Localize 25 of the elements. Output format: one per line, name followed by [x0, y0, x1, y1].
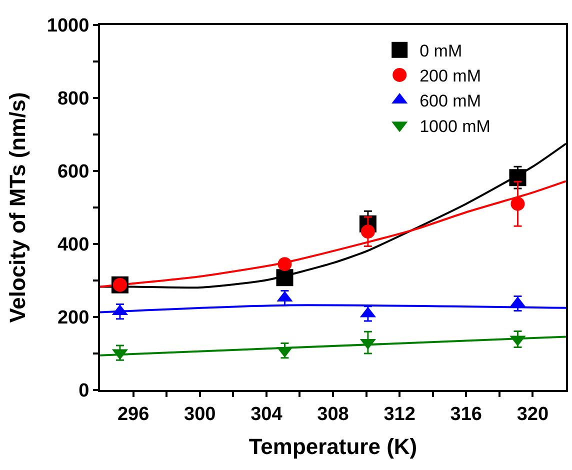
legend-label: 200 mM	[420, 66, 482, 86]
x-tick-label: 300	[184, 404, 216, 425]
y-tick-label: 400	[57, 234, 90, 256]
line-series	[100, 180, 566, 288]
x-tick-label: 296	[117, 404, 150, 425]
point	[278, 257, 292, 272]
x-tick-label: 304	[250, 404, 283, 425]
x-tick-label: 308	[317, 404, 349, 425]
point	[276, 269, 294, 286]
y-tick-label: 1000	[46, 16, 90, 37]
point	[360, 224, 375, 239]
y-tick-label: 0	[78, 380, 90, 402]
point	[509, 169, 526, 186]
legend-label: 1000 mM	[420, 116, 490, 136]
y-axis-title: Velocity of MTs (nm/s)	[5, 92, 30, 323]
x-tick-label: 316	[450, 404, 482, 425]
point	[510, 196, 525, 211]
x-tick-label: 312	[384, 404, 416, 425]
x-tick-label: 320	[516, 404, 549, 425]
y-tick-label: 800	[57, 88, 90, 110]
y-tick-label: 600	[57, 162, 90, 183]
x-axis-title: Temperature (K)	[248, 434, 418, 460]
legend-label: 600 mM	[420, 92, 482, 111]
y-tick-label: 200	[57, 308, 90, 329]
legend-label: 0 mM	[420, 41, 462, 60]
